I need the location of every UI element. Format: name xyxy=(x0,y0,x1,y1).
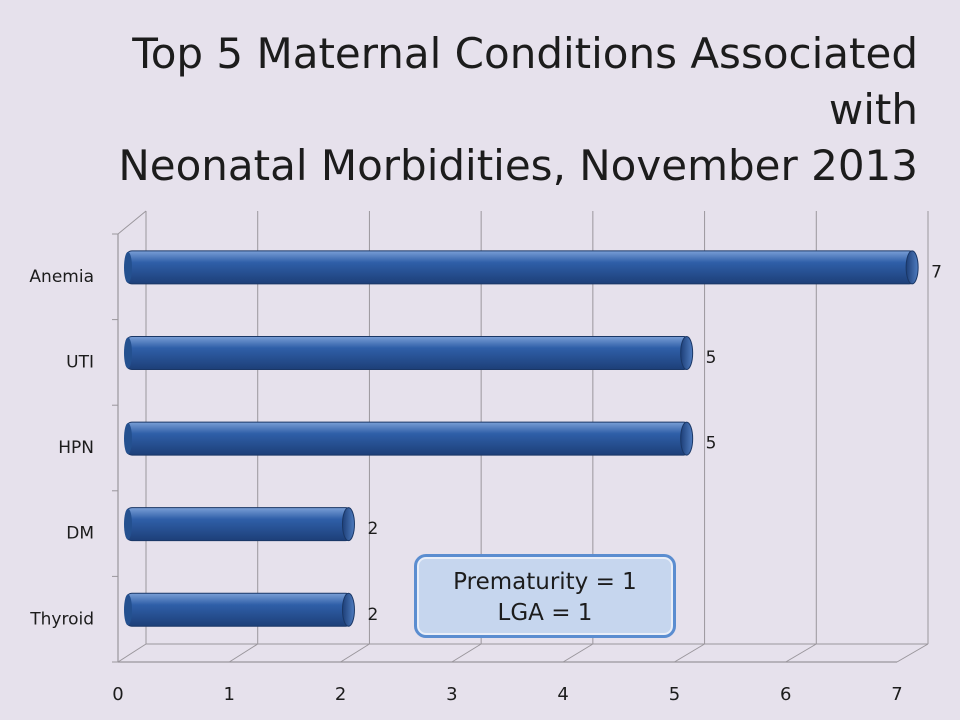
x-tick-label: 3 xyxy=(446,684,457,705)
bar xyxy=(125,592,352,627)
bar-end-cap xyxy=(341,507,355,542)
bar-end-cap xyxy=(341,592,355,627)
chart-title-line-1: Top 5 Maternal Conditions Associated wit… xyxy=(132,29,918,134)
left-wall-top-edge xyxy=(117,210,147,235)
bar-left-cap xyxy=(124,594,132,626)
floor-gridline xyxy=(340,643,370,663)
chart-title-line-2: Neonatal Morbidities, November 2013 xyxy=(118,141,918,190)
floor-gridline xyxy=(785,643,817,663)
note-callout: Prematurity = 1 LGA = 1 xyxy=(414,554,676,638)
x-tick-label: 4 xyxy=(557,684,568,705)
bar-left-cap xyxy=(124,508,132,540)
floor-gridline xyxy=(229,643,258,663)
category-label: Anemia xyxy=(29,267,94,287)
bar-left-cap xyxy=(124,337,132,369)
bar-end-cap xyxy=(680,335,694,370)
callout-line-1: Prematurity = 1 xyxy=(453,569,637,595)
x-tick-label: 2 xyxy=(335,684,346,705)
x-tick-label: 7 xyxy=(891,684,902,705)
floor-gridline xyxy=(117,643,147,663)
x-tick-label: 5 xyxy=(669,684,680,705)
callout-line-2: LGA = 1 xyxy=(497,600,593,626)
bar xyxy=(125,421,691,456)
data-label: 5 xyxy=(706,434,717,454)
bar-left-cap xyxy=(124,251,132,283)
data-label: 2 xyxy=(367,519,378,539)
category-label: HPN xyxy=(58,438,94,458)
bar xyxy=(125,335,691,370)
x-tick-label: 1 xyxy=(224,684,235,705)
floor-gridline xyxy=(451,643,482,663)
x-tick-label: 6 xyxy=(780,684,791,705)
data-label: 7 xyxy=(931,262,942,282)
category-label: DM xyxy=(66,524,94,544)
bar-end-cap xyxy=(905,250,919,285)
bar-left-cap xyxy=(124,423,132,455)
floor-gridline xyxy=(896,643,929,663)
chart-title: Top 5 Maternal Conditions Associated wit… xyxy=(38,26,918,194)
data-label: 5 xyxy=(706,348,717,368)
bar xyxy=(125,250,916,285)
x-tick-label: 0 xyxy=(112,684,123,705)
floor-gridline xyxy=(674,643,705,663)
bar xyxy=(125,507,352,542)
data-label: 2 xyxy=(367,605,378,625)
floor-gridline xyxy=(562,643,594,663)
bar-end-cap xyxy=(680,421,694,456)
category-label: Thyroid xyxy=(29,609,94,629)
category-label: UTI xyxy=(66,353,94,373)
